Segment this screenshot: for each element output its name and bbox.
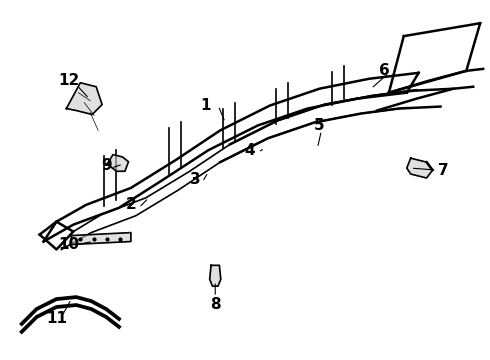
Text: 3: 3 (190, 172, 201, 188)
Text: 4: 4 (245, 143, 255, 158)
Text: 9: 9 (101, 158, 111, 172)
Text: 2: 2 (125, 197, 136, 212)
Text: 1: 1 (200, 98, 211, 113)
Polygon shape (407, 158, 433, 178)
Polygon shape (72, 233, 131, 244)
Text: 8: 8 (210, 297, 220, 311)
Polygon shape (66, 83, 102, 114)
Text: 7: 7 (438, 163, 449, 177)
Polygon shape (107, 154, 128, 171)
Text: 12: 12 (59, 73, 80, 88)
Polygon shape (210, 265, 221, 286)
Text: 11: 11 (46, 311, 67, 327)
Text: 10: 10 (59, 237, 80, 252)
Text: 5: 5 (314, 118, 325, 133)
Text: 6: 6 (379, 63, 389, 78)
